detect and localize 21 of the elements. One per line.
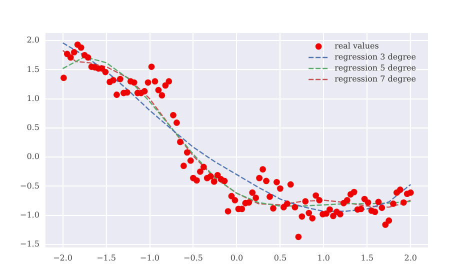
x-tick-label: 1.5: [360, 253, 374, 262]
y-tick-label: 0.5: [26, 123, 40, 132]
y-tick-label: −0.5: [20, 181, 40, 190]
x-tick-label: −2.0: [53, 253, 73, 262]
legend-label: regression 3 degree: [334, 52, 416, 62]
x-tick-label: 1.0: [317, 253, 330, 262]
legend-label: regression 5 degree: [334, 64, 416, 73]
y-tick-label: −1.0: [20, 210, 40, 220]
legend-label: regression 7 degree: [334, 74, 416, 84]
x-tick-label: 0.5: [274, 253, 287, 262]
y-tick-label: −1.5: [20, 240, 40, 249]
x-tick-label: 2.0: [404, 253, 417, 262]
x-tick-label: −1.0: [140, 253, 160, 262]
x-tick-label: −0.5: [184, 253, 203, 262]
y-tick-label: 2.0: [26, 36, 40, 45]
legend-label: real values: [334, 42, 379, 51]
y-tick-label: 1.0: [26, 94, 40, 103]
x-tick-label: −1.5: [96, 253, 116, 262]
x-tick-label: 0.0: [230, 253, 244, 262]
y-tick-label: 1.5: [26, 64, 40, 74]
y-tick-label: 0.0: [26, 152, 40, 162]
